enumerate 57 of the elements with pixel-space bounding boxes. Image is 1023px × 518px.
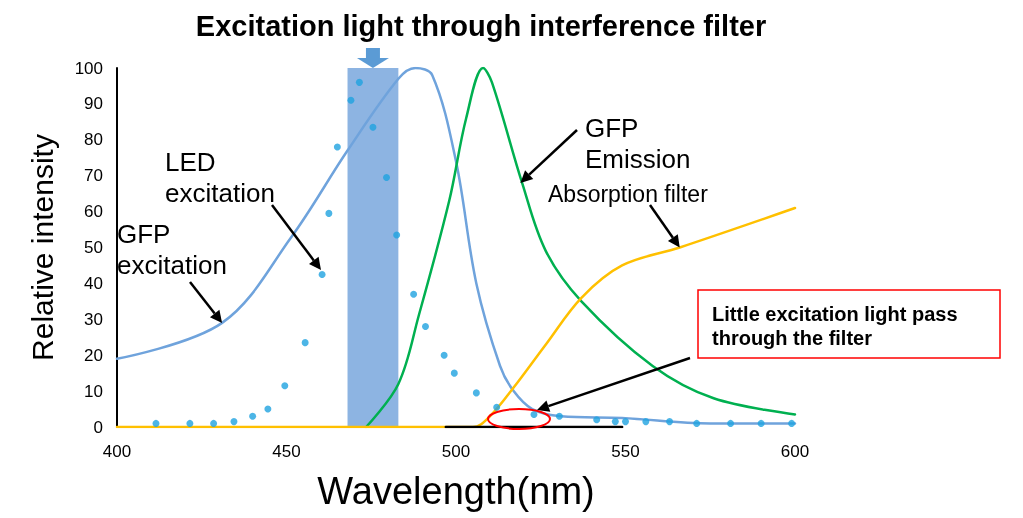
x-tick-label: 500	[441, 442, 471, 461]
point	[347, 96, 355, 104]
point	[410, 290, 418, 298]
chart-title: Excitation light through interference filter	[195, 9, 767, 42]
annotation: Absorption filter	[548, 180, 709, 207]
point	[393, 231, 401, 239]
point	[318, 270, 326, 278]
point	[757, 419, 765, 427]
point	[355, 78, 363, 86]
point	[727, 419, 735, 427]
x-tick-label: 550	[611, 442, 640, 461]
x-tick-label: 450	[272, 442, 301, 461]
point	[422, 322, 429, 330]
point	[450, 369, 458, 377]
y-tick-label: 20	[84, 345, 103, 365]
y-tick-label: 90	[84, 94, 103, 114]
point	[666, 418, 674, 426]
y-axis-title: Relative intensity	[25, 134, 59, 361]
point	[642, 418, 650, 426]
point	[369, 123, 377, 131]
point	[788, 419, 796, 427]
y-tick-label: 70	[84, 166, 103, 186]
annotation: Little excitation light pass through the filter	[712, 303, 964, 349]
point	[186, 419, 194, 427]
y-tick-label: 50	[84, 238, 103, 257]
point	[593, 416, 601, 424]
point	[249, 412, 257, 420]
x-axis-title: Wavelength(nm)	[317, 470, 595, 512]
point	[230, 418, 238, 426]
annotation: LED excitation	[165, 146, 275, 208]
x-tick-label: 400	[102, 442, 132, 461]
y-tick-label: 10	[84, 381, 103, 401]
point	[555, 412, 563, 420]
point	[530, 410, 538, 418]
annotation: GFP excitation	[117, 218, 227, 280]
point	[325, 209, 333, 217]
x-tick-label: 600	[780, 442, 810, 461]
point	[383, 174, 391, 181]
point	[301, 339, 309, 347]
point	[264, 405, 272, 413]
point	[281, 382, 289, 390]
y-tick-label: 40	[84, 273, 103, 293]
point	[210, 419, 218, 427]
point	[622, 418, 629, 426]
point	[493, 403, 501, 411]
point	[440, 351, 448, 359]
point	[333, 143, 341, 151]
y-tick-label: 100	[74, 58, 103, 78]
y-tick-label: 30	[84, 309, 103, 329]
point	[152, 419, 160, 427]
point	[693, 419, 701, 427]
y-tick-label: 60	[84, 202, 103, 222]
y-tick-label: 80	[84, 130, 103, 150]
point	[611, 418, 619, 426]
y-tick-label: 0	[93, 417, 103, 437]
annotation: GFP Emission	[585, 112, 691, 174]
point	[472, 389, 480, 397]
